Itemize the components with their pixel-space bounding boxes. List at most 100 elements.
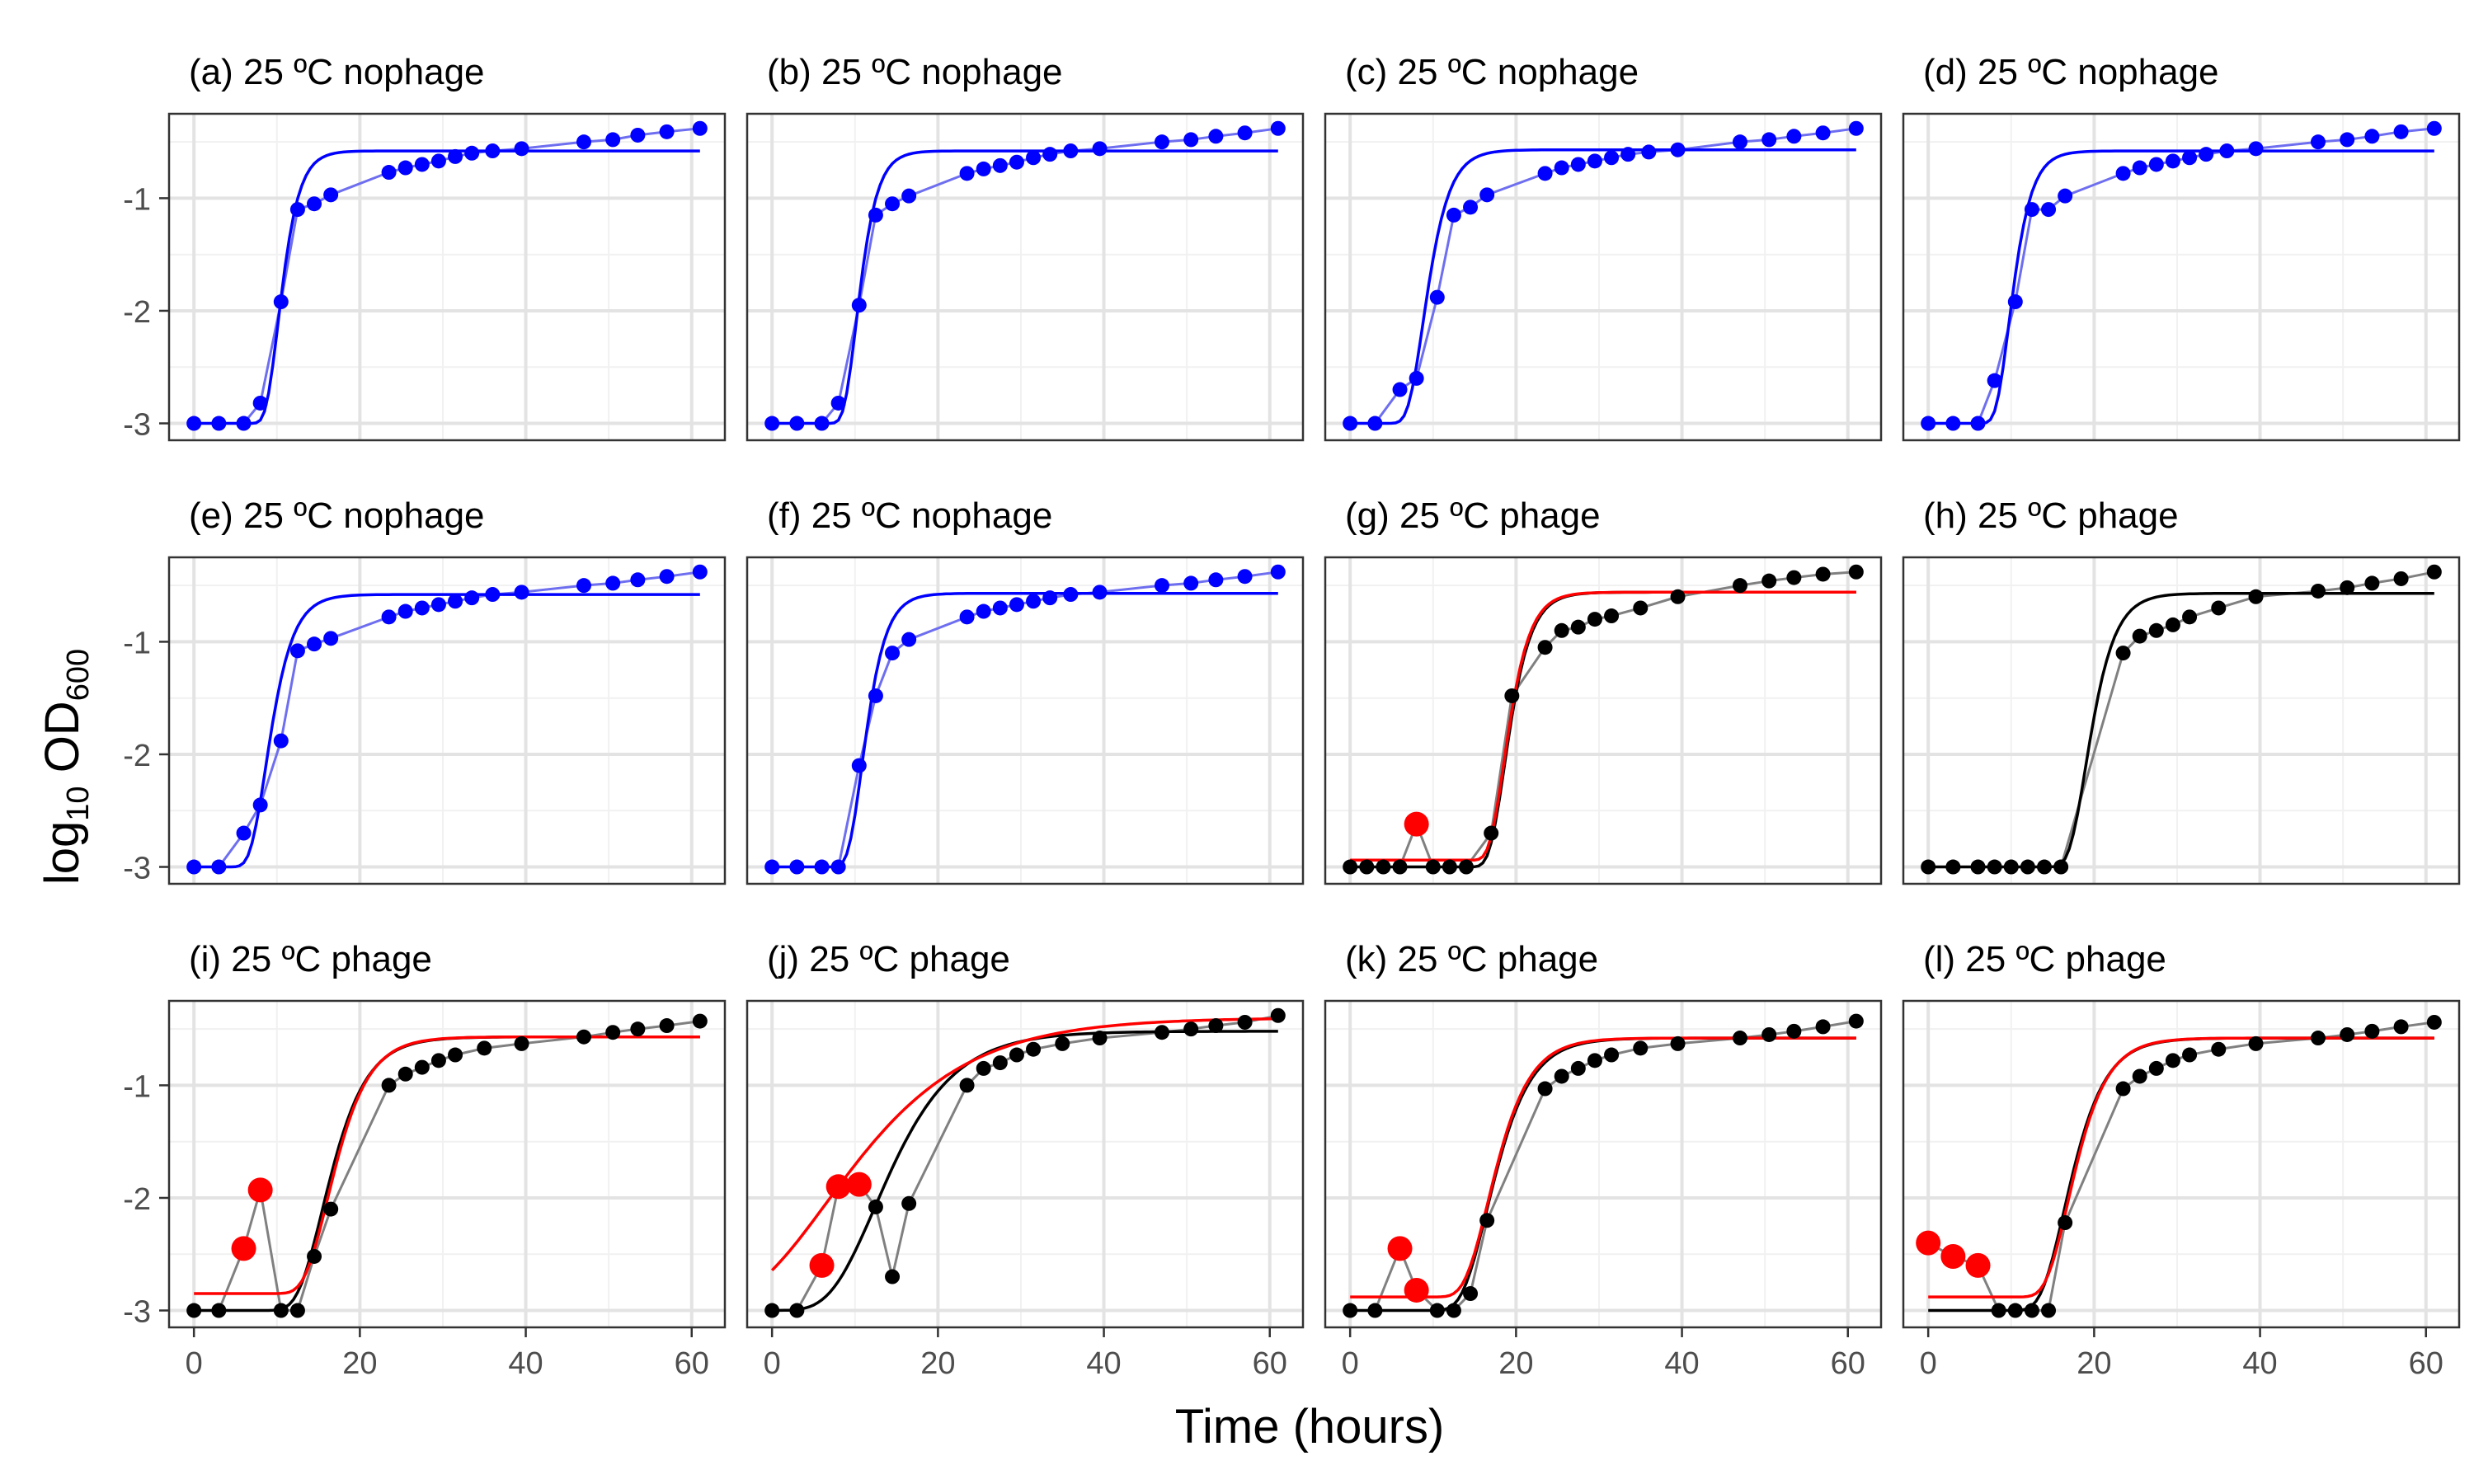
facet-panel: (f) 25 ºC nophage — [745, 495, 1305, 885]
panel-border — [745, 112, 1305, 442]
data-point — [1815, 566, 1831, 582]
data-point — [1587, 1053, 1602, 1068]
data-point — [1554, 160, 1569, 176]
data-point — [236, 416, 252, 431]
data-point — [692, 120, 708, 136]
x-tick-label: 0 — [186, 1346, 203, 1381]
outlier-point — [1940, 1243, 1966, 1269]
data-point — [1154, 134, 1169, 150]
data-point — [2007, 1303, 2023, 1318]
data-point — [1587, 612, 1602, 627]
data-point — [2148, 1060, 2164, 1076]
data-point — [576, 134, 591, 150]
outlier-point — [1965, 1252, 1991, 1278]
data-point — [1270, 564, 1286, 580]
panel-title: (b) 25 ºC nophage — [767, 52, 1063, 92]
data-point — [211, 859, 227, 875]
data-point — [2426, 120, 2442, 136]
data-point — [1604, 1047, 1620, 1063]
panel-title: (a) 25 ºC nophage — [189, 52, 485, 92]
data-point — [1670, 589, 1686, 604]
data-point — [2041, 1303, 2057, 1318]
data-point — [1367, 1303, 1383, 1318]
data-point — [464, 590, 480, 606]
data-point — [2058, 188, 2073, 204]
data-point — [1026, 1041, 1042, 1057]
data-point — [2199, 147, 2214, 162]
data-point — [1786, 129, 1802, 144]
panel-background — [1325, 557, 1881, 884]
panel-title: (f) 25 ºC nophage — [767, 495, 1052, 536]
x-tick-label: 60 — [675, 1346, 709, 1381]
plot-area — [186, 1013, 708, 1318]
data-point — [1732, 578, 1747, 594]
panel-title: (i) 25 ºC phage — [189, 939, 432, 979]
outlier-point — [809, 1252, 835, 1278]
plot-area — [764, 1007, 1286, 1318]
data-point — [236, 825, 252, 841]
x-tick-label: 0 — [764, 1346, 781, 1381]
data-point — [1587, 153, 1602, 169]
data-point — [1063, 143, 1079, 159]
data-point — [485, 587, 501, 603]
data-point — [1376, 859, 1391, 875]
data-point — [1786, 1023, 1802, 1039]
facet-panel: (a) 25 ºC nophage -3 -2 -1 — [123, 52, 727, 443]
data-point — [2165, 1053, 2180, 1068]
data-point — [1343, 1303, 1358, 1318]
data-point — [1026, 150, 1042, 166]
data-point — [186, 416, 202, 431]
data-point — [2182, 1047, 2198, 1063]
outlier-point — [1404, 1277, 1429, 1303]
data-point — [1092, 141, 1108, 157]
data-point — [659, 1018, 675, 1034]
data-point — [2132, 1068, 2147, 1084]
data-point — [976, 1060, 991, 1076]
facet-panel: (d) 25 ºC nophage — [1902, 52, 2461, 442]
data-point — [1446, 1303, 1461, 1318]
data-point — [2219, 143, 2235, 159]
outlier-point — [1916, 1230, 1941, 1256]
data-point — [2115, 646, 2131, 661]
data-point — [830, 395, 846, 411]
data-point — [430, 153, 446, 169]
data-point — [1537, 166, 1553, 181]
data-point — [1484, 825, 1499, 841]
panel-background — [1903, 557, 2459, 884]
plot-area — [1343, 564, 1864, 875]
data-point — [2024, 202, 2039, 218]
data-point — [2182, 150, 2198, 166]
data-point — [992, 157, 1008, 173]
data-point — [1237, 1014, 1253, 1030]
data-point — [992, 1055, 1008, 1071]
data-point — [2426, 564, 2442, 580]
panel-border — [167, 112, 727, 442]
data-point — [2364, 575, 2380, 591]
data-point — [1270, 120, 1286, 136]
data-point — [830, 859, 846, 875]
x-tick-label: 20 — [920, 1346, 955, 1381]
data-point — [2115, 1081, 2131, 1097]
data-point — [2364, 129, 2380, 144]
panel-border — [1902, 556, 2461, 885]
panel-background — [1325, 1001, 1881, 1327]
x-axis-title: Time (hours) — [1175, 1400, 1445, 1453]
data-point — [1442, 859, 1457, 875]
data-point — [2003, 859, 2019, 875]
data-point — [289, 643, 305, 659]
plot-area — [764, 564, 1286, 875]
plot-area — [186, 120, 708, 431]
data-point — [2340, 132, 2355, 148]
x-tick-label: 20 — [342, 1346, 377, 1381]
data-point — [814, 416, 830, 431]
data-point — [605, 575, 621, 591]
data-point — [448, 1047, 463, 1063]
data-point — [1270, 1007, 1286, 1023]
data-point — [1670, 142, 1686, 157]
data-point — [868, 688, 883, 703]
data-point — [448, 594, 463, 609]
panel-title: (h) 25 ºC phage — [1923, 495, 2179, 536]
data-point — [1570, 1060, 1586, 1076]
data-point — [1987, 859, 2002, 875]
data-point — [1945, 416, 1961, 431]
